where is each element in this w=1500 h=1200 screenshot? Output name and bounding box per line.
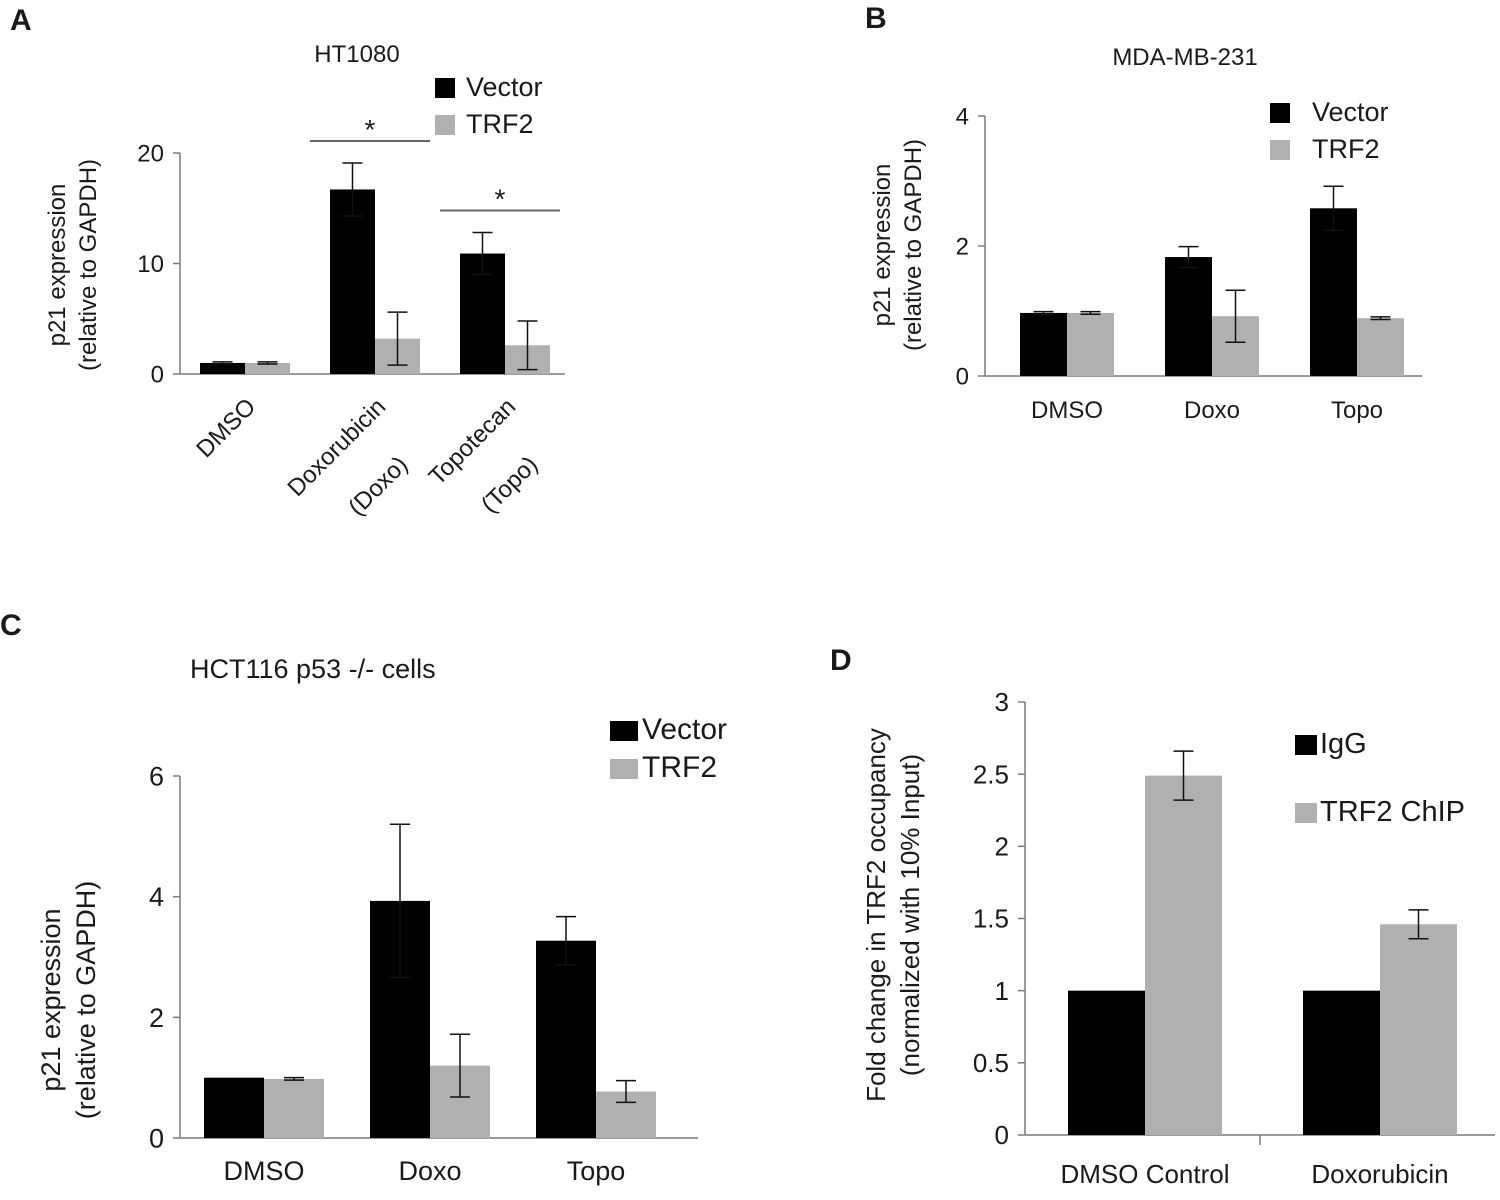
y-axis-label-d: Fold change in TRF2 occupancy (normalized… (861, 728, 925, 1102)
legend-swatch-d (1295, 735, 1317, 755)
y-tick-label-b: 0 (956, 363, 969, 390)
legend-label-a: Vector (466, 72, 543, 102)
y-axis-label-a: p21 expression (relative to GAPDH) (44, 159, 102, 371)
legend-label-c: TRF2 (642, 751, 717, 784)
bar-b-vector (1165, 257, 1212, 376)
chart-c: C HCT116 p53 -/- cells p21 expression (rel… (0, 609, 727, 1186)
legend-label-c: Vector (642, 713, 727, 746)
y-tick-label-d: 3 (995, 687, 1009, 717)
y-tick-label-d: 0 (995, 1120, 1009, 1150)
bar-a-vector (200, 362, 245, 374)
x-tick-label-c: DMSO (224, 1156, 305, 1186)
y-tick-label-a: 10 (137, 251, 164, 278)
bar-c-trf2 (264, 1078, 324, 1138)
y-tick-label-b: 4 (956, 103, 969, 130)
legend-label-d: IgG (1320, 728, 1367, 760)
y-tick-label-d: 1.5 (973, 904, 1009, 934)
significance-star-a: * (365, 114, 376, 145)
x-tick-label-d: DMSO Control (1060, 1159, 1229, 1189)
panel-c: C HCT116 p53 -/- cells p21 expression (rel… (0, 600, 750, 1200)
chart-b: B MDA-MB-231 p21 expression (relative to G… (865, 2, 1422, 424)
panel-d: D Fold change in TRF2 occupancy (normaliz… (750, 600, 1500, 1200)
y-tick-label-c: 4 (149, 882, 164, 912)
y-tick-label-c: 0 (149, 1123, 164, 1153)
x-tick-label-a: (Topo) (476, 451, 543, 518)
legend-swatch-a (435, 115, 455, 135)
x-tick-label-c: Topo (567, 1156, 626, 1186)
y-tick-label-d: 0.5 (973, 1048, 1009, 1078)
panel-label-d: D (830, 644, 852, 677)
y-axis-label-b: p21 expression (relative to GAPDH) (869, 139, 927, 351)
legend-label-d: TRF2 ChIP (1320, 796, 1465, 828)
panel-label-c: C (0, 609, 22, 642)
x-tick-label-d: Doxorubicin (1311, 1159, 1448, 1189)
bar-a-vector (330, 189, 375, 374)
bar-c-vector (204, 1077, 264, 1138)
legend-swatch-b (1270, 140, 1290, 160)
bar-a-trf2 (245, 362, 290, 374)
bar-d-trf2-chip (1380, 924, 1457, 1135)
y-tick-label-b: 2 (956, 233, 969, 260)
legend-swatch-b (1270, 103, 1290, 123)
bar-d-trf2-chip (1145, 775, 1222, 1135)
legend-swatch-a (435, 78, 455, 98)
panel-a: A HT1080 p21 expression (relative to GAPDH… (0, 0, 750, 560)
x-tick-label-b: Doxo (1184, 397, 1240, 424)
panel-b: B MDA-MB-231 p21 expression (relative to G… (750, 0, 1500, 560)
panel-label-a: A (10, 4, 32, 37)
chart-title-a: HT1080 (314, 41, 399, 68)
x-tick-label-c: Doxo (398, 1156, 461, 1186)
x-tick-label-a: DMSO (191, 393, 261, 463)
chart-d: D Fold change in TRF2 occupancy (normaliz… (830, 644, 1495, 1189)
legend-swatch-c (610, 721, 638, 741)
legend-swatch-c (610, 759, 638, 779)
y-tick-label-a: 0 (151, 361, 164, 388)
y-tick-label-d: 2.5 (973, 759, 1009, 789)
legend-label-a: TRF2 (466, 109, 534, 139)
legend-label-b: TRF2 (1312, 134, 1380, 164)
y-tick-label-c: 6 (149, 761, 164, 791)
panel-label-b: B (865, 2, 887, 35)
x-tick-label-a: (Doxo) (343, 451, 413, 521)
y-tick-label-c: 2 (149, 1003, 164, 1033)
legend-swatch-d (1295, 803, 1317, 823)
bar-b-vector (1310, 208, 1357, 376)
chart-title-c: HCT116 p53 -/- cells (190, 654, 436, 684)
bar-b-vector (1020, 312, 1067, 376)
bar-b-trf2 (1067, 312, 1114, 376)
legend-label-b: Vector (1312, 97, 1389, 127)
x-tick-label-b: Topo (1331, 397, 1383, 424)
chart-title-b: MDA-MB-231 (1112, 44, 1257, 71)
bar-b-trf2 (1357, 318, 1404, 376)
y-tick-label-d: 1 (995, 976, 1009, 1006)
significance-star-a: * (495, 184, 506, 215)
bar-d-igg (1068, 990, 1145, 1135)
bar-d-igg (1303, 990, 1380, 1135)
bar-c-vector (536, 940, 596, 1138)
y-tick-label-d: 2 (995, 831, 1009, 861)
x-tick-label-b: DMSO (1031, 397, 1103, 424)
y-axis-label-c: p21 expression (relative to GAPDH) (36, 881, 101, 1120)
chart-a: A HT1080 p21 expression (relative to GAPDH… (10, 4, 565, 521)
y-tick-label-a: 20 (137, 140, 164, 167)
